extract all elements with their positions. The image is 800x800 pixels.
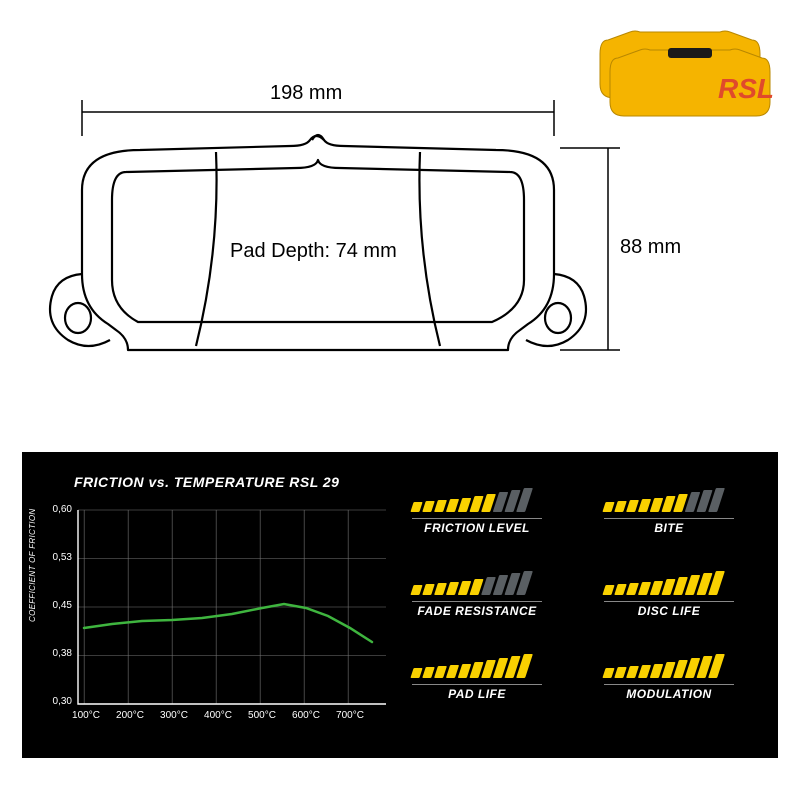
x-tick-label: 100°C	[66, 710, 106, 721]
rating-pad-life: PAD LIFE	[412, 654, 580, 701]
rating-label: FRICTION LEVEL	[412, 518, 542, 535]
rating-bar-segment	[434, 583, 447, 595]
y-tick-label: 0,38	[48, 648, 72, 659]
rating-bar-segment	[422, 584, 435, 595]
rating-bar-segment	[626, 500, 639, 512]
y-tick-label: 0,45	[48, 600, 72, 611]
x-tick-label: 400°C	[198, 710, 238, 721]
rating-label: PAD LIFE	[412, 684, 542, 701]
rating-bar-segment	[614, 667, 627, 678]
rating-bar-segment	[410, 668, 422, 678]
rating-bar-segment	[626, 583, 639, 595]
x-tick-label: 700°C	[330, 710, 370, 721]
y-tick-label: 0,53	[48, 552, 72, 563]
rating-bite: BITE	[604, 488, 772, 535]
x-tick-label: 500°C	[242, 710, 282, 721]
rating-label: BITE	[604, 518, 734, 535]
rating-label: DISC LIFE	[604, 601, 734, 618]
rating-label: MODULATION	[604, 684, 734, 701]
rating-fade-resistance: FADE RESISTANCE	[412, 571, 580, 618]
rating-bar-segment	[422, 667, 435, 678]
rating-bar-segment	[410, 585, 422, 595]
ratings-grid: FRICTION LEVEL BITE FADE RESISTANCE DISC LI…	[412, 488, 772, 701]
performance-panel: FRICTION vs. TEMPERATURE RSL 29 COEFFICI…	[22, 452, 778, 758]
rating-bar-segment	[626, 666, 639, 678]
rating-bars	[412, 654, 529, 678]
x-tick-label: 200°C	[110, 710, 150, 721]
rating-bars	[412, 571, 529, 595]
rating-bars	[604, 654, 721, 678]
rating-bars	[412, 488, 529, 512]
rating-bar-segment	[422, 501, 435, 512]
x-tick-label: 300°C	[154, 710, 194, 721]
rating-label: FADE RESISTANCE	[412, 601, 542, 618]
rating-bar-segment	[410, 502, 422, 512]
x-tick-label: 600°C	[286, 710, 326, 721]
rating-bar-segment	[602, 585, 614, 595]
rating-modulation: MODULATION	[604, 654, 772, 701]
rating-bar-segment	[602, 502, 614, 512]
rating-friction-level: FRICTION LEVEL	[412, 488, 580, 535]
rating-bar-segment	[602, 668, 614, 678]
rating-bars	[604, 488, 721, 512]
rating-bar-segment	[614, 584, 627, 595]
depth-dimension-label: Pad Depth: 74 mm	[230, 240, 397, 263]
rating-disc-life: DISC LIFE	[604, 571, 772, 618]
rating-bar-segment	[614, 501, 627, 512]
pad-dimension-diagram: RSL	[0, 0, 800, 420]
y-tick-label: 0,30	[48, 696, 72, 707]
rating-bars	[604, 571, 721, 595]
y-tick-label: 0,60	[48, 504, 72, 515]
friction-chart	[22, 452, 400, 742]
rating-bar-segment	[434, 666, 447, 678]
height-dimension-label: 88 mm	[620, 236, 681, 259]
brand-label: RSL	[718, 73, 774, 104]
rating-bar-segment	[434, 500, 447, 512]
width-dimension-label: 198 mm	[270, 82, 342, 105]
